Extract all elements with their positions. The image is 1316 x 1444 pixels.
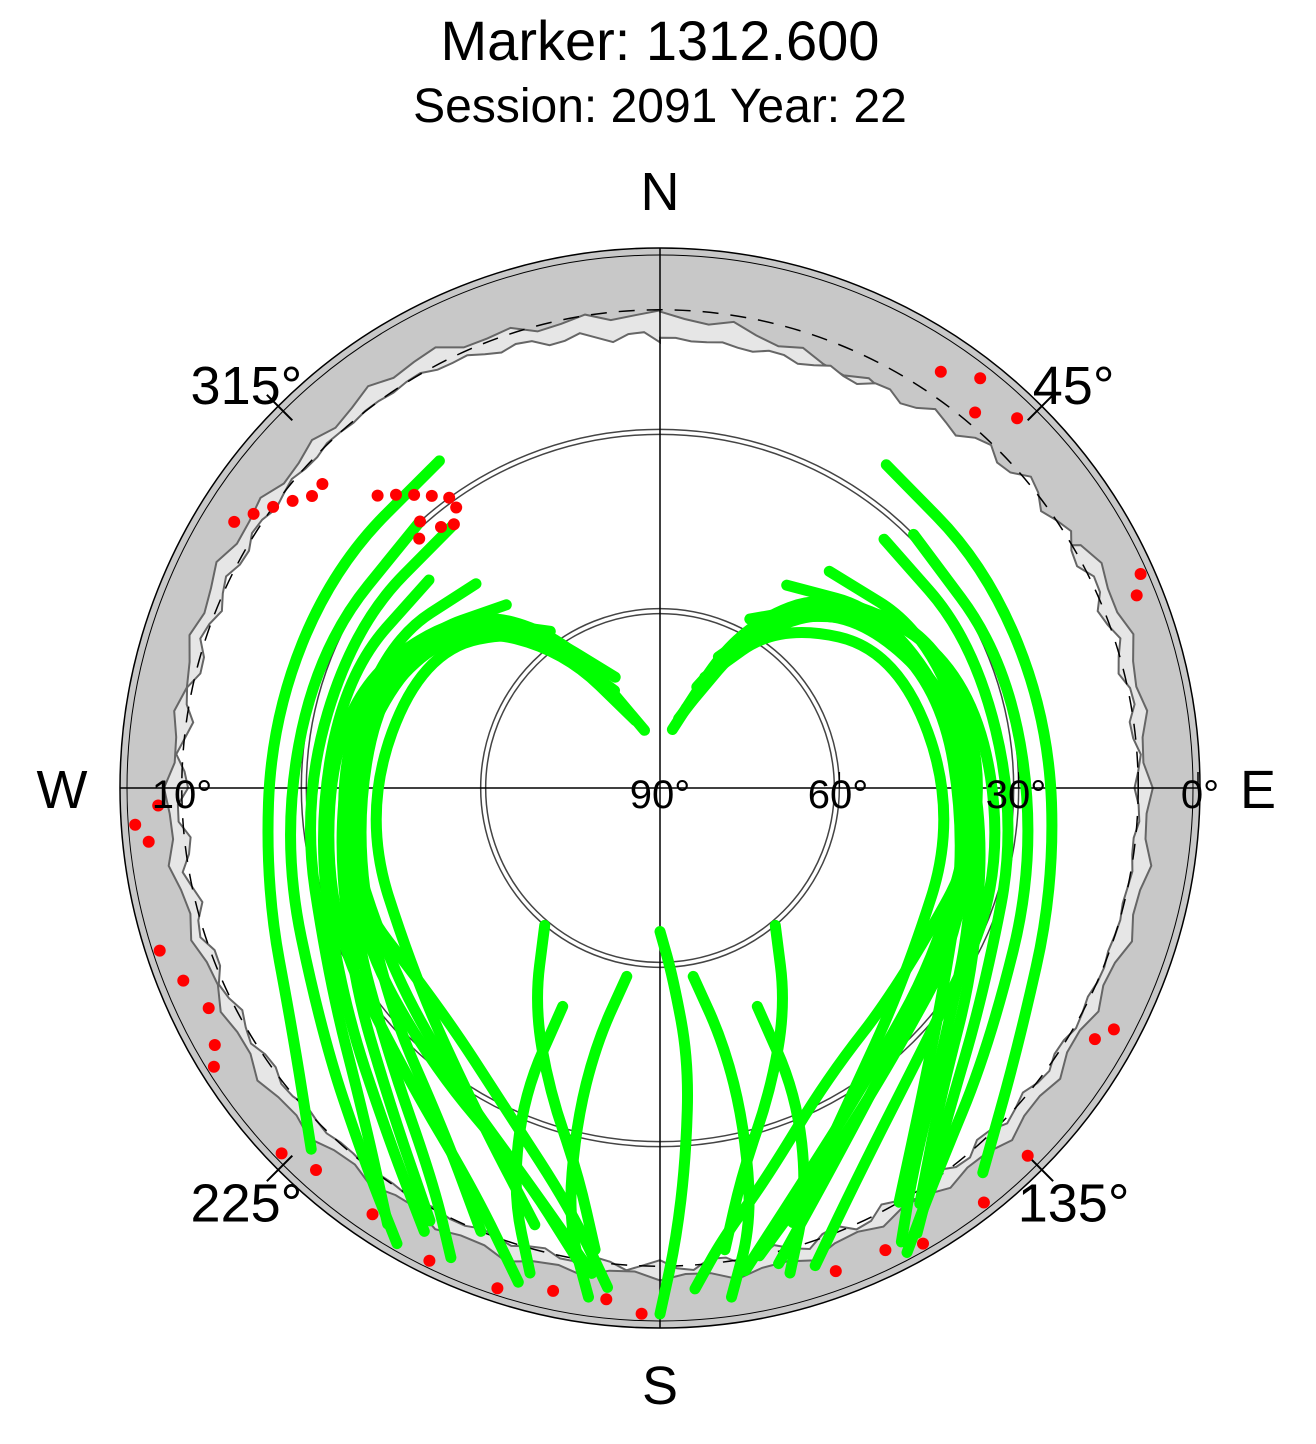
endpoint-marker-22 — [207, 1060, 220, 1073]
satellite-track-31 — [532, 919, 601, 1256]
endpoint-marker-39 — [425, 489, 438, 502]
satellite-track-29 — [510, 1000, 569, 1279]
elevation-label-30: 30° — [986, 773, 1047, 817]
endpoint-marker-20 — [310, 1164, 322, 1176]
satellite-track-4 — [666, 595, 1001, 1272]
satellite-track-23 — [285, 516, 426, 1250]
endpoint-marker-28 — [129, 818, 142, 831]
cardinal-west-label: W — [37, 760, 88, 820]
endpoint-marker-21 — [275, 1147, 288, 1160]
endpoint-marker-9 — [1021, 1149, 1034, 1162]
satellite-track-11 — [880, 459, 1058, 1179]
endpoint-marker-27 — [142, 835, 155, 848]
endpoint-marker-35 — [316, 478, 329, 490]
satellite-track-21 — [305, 518, 460, 1230]
endpoint-marker-1 — [934, 365, 947, 378]
satellite-track-25 — [654, 926, 693, 1320]
endpoint-marker-43 — [435, 521, 447, 533]
endpoint-marker-4 — [1011, 412, 1024, 425]
axis-labels: N S W E 45° 135° 225° 315° 0° 10° 30° 60… — [37, 162, 1277, 1416]
satellite-track-6 — [781, 579, 977, 1248]
endpoint-marker-10 — [977, 1196, 990, 1209]
satellite-track-12 — [901, 528, 1034, 1258]
endpoint-marker-32 — [267, 500, 280, 513]
satellite-track-9 — [680, 610, 970, 1270]
endpoint-marker-36 — [371, 489, 384, 502]
endpoint-marker-29 — [152, 799, 165, 812]
endpoint-marker-13 — [829, 1265, 842, 1278]
cardinal-east-label: E — [1240, 760, 1276, 820]
satellite-track-30 — [719, 919, 788, 1256]
endpoint-marker-6 — [1130, 589, 1143, 602]
endpoint-marker-30 — [228, 515, 241, 528]
azimuth-label-135: 135° — [1018, 1174, 1130, 1234]
endpoint-marker-40 — [443, 491, 456, 504]
satellite-track-17 — [355, 618, 556, 1237]
endpoint-marker-24 — [202, 1002, 215, 1015]
endpoint-marker-14 — [635, 1307, 648, 1320]
satellite-track-10 — [878, 533, 1014, 1239]
endpoint-marker-26 — [153, 944, 166, 957]
cardinal-south-label: S — [642, 1356, 678, 1416]
cardinal-north-label: N — [641, 162, 680, 222]
azimuth-label-315: 315° — [191, 356, 303, 416]
azimuth-label-45: 45° — [1033, 356, 1115, 416]
endpoint-marker-8 — [1088, 1033, 1101, 1046]
endpoint-marker-42 — [413, 532, 426, 545]
satellite-track-5 — [744, 603, 966, 1208]
satellite-track-19 — [336, 578, 482, 1227]
endpoint-marker-37 — [390, 488, 402, 501]
chart-subtitle: Session: 2091 Year: 22 — [413, 80, 907, 133]
satellite-track-7 — [823, 565, 986, 1210]
endpoint-marker-18 — [423, 1254, 436, 1267]
endpoint-marker-11 — [917, 1237, 929, 1250]
endpoint-marker-31 — [247, 507, 260, 520]
endpoint-marker-41 — [414, 515, 426, 528]
endpoint-marker-45 — [450, 501, 463, 514]
endpoint-marker-23 — [208, 1039, 221, 1051]
endpoint-marker-33 — [286, 494, 299, 507]
azimuth-tick-225 — [266, 1154, 294, 1182]
satellite-track-22 — [262, 455, 445, 1155]
endpoint-marker-38 — [408, 488, 421, 501]
endpoint-marker-34 — [306, 490, 318, 502]
elevation-label-0: 0° — [1181, 773, 1219, 817]
satellite-track-28 — [751, 1000, 810, 1279]
endpoint-marker-17 — [491, 1282, 504, 1295]
satellite-track-18 — [345, 599, 512, 1264]
endpoint-marker-44 — [447, 518, 460, 531]
elevation-label-10: 10° — [152, 773, 213, 817]
azimuth-tick-45 — [1026, 394, 1054, 422]
azimuth-tick-315 — [266, 394, 294, 422]
endpoint-marker-12 — [879, 1244, 892, 1257]
azimuth-label-225: 225° — [191, 1174, 303, 1234]
elevation-label-90: 90° — [630, 773, 691, 817]
endpoint-marker-15 — [600, 1293, 613, 1306]
endpoint-marker-3 — [969, 406, 982, 419]
satellite-track-20 — [370, 630, 621, 1231]
endpoint-marker-2 — [974, 372, 987, 385]
elevation-label-60: 60° — [808, 773, 869, 817]
track-endpoints — [129, 365, 1147, 1320]
endpoint-marker-19 — [366, 1208, 379, 1221]
endpoint-marker-25 — [177, 974, 190, 987]
chart-title: Marker: 1312.600 — [441, 9, 880, 72]
satellite-track-24 — [318, 574, 435, 1237]
satellite-tracks — [262, 455, 1058, 1320]
endpoint-marker-7 — [1107, 1023, 1120, 1036]
endpoint-marker-16 — [547, 1284, 560, 1297]
endpoint-marker-5 — [1134, 568, 1147, 580]
azimuth-ticks — [266, 394, 1199, 1182]
